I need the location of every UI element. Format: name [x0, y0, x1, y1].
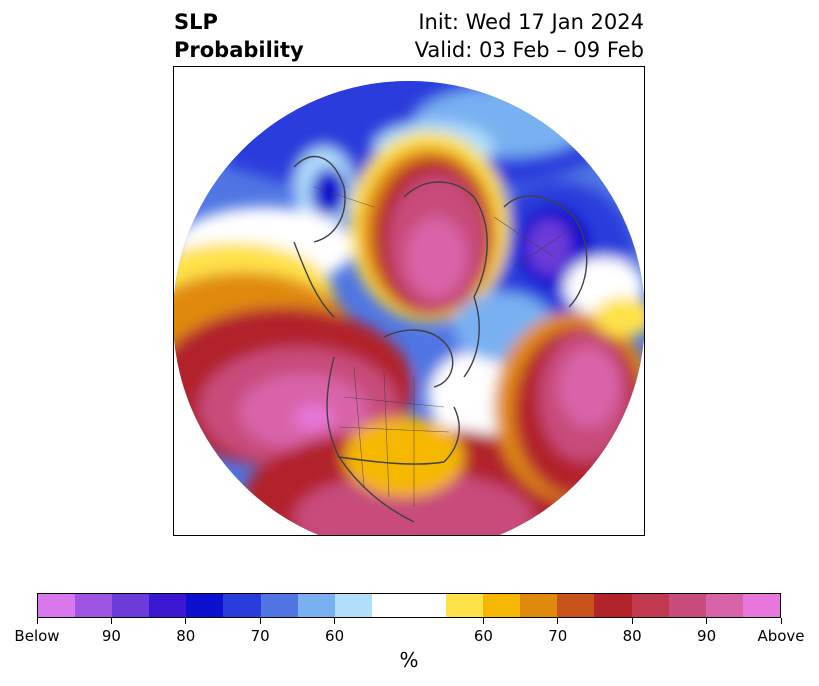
colorbar-swatch: [371, 594, 409, 617]
colorbar-tick-label: 90: [697, 627, 717, 645]
colorbar-swatch: [557, 594, 595, 617]
colorbar-swatch: [446, 594, 484, 617]
colorbar-tick-label: 90: [101, 627, 121, 645]
title-variable: SLP: [174, 10, 218, 34]
colorbar-tick: [631, 618, 633, 624]
colorbar-tick-label: 60: [473, 627, 493, 645]
colorbar-swatch: [520, 594, 558, 617]
colorbar-tick: [706, 618, 708, 624]
political-borders: [313, 186, 575, 507]
colorbar-swatch: [297, 594, 335, 617]
probability-field: [174, 81, 644, 535]
colorbar-tick-label: Above: [757, 627, 805, 645]
colorbar-swatch: [742, 594, 780, 617]
colorbar-tick: [334, 618, 336, 624]
map-subtitle: Init: Wed 17 Jan 2024 Valid: 03 Feb – 09…: [415, 8, 644, 64]
colorbar-swatch: [631, 594, 669, 617]
colorbar-tick: [185, 618, 187, 624]
colorbar-swatch: [483, 594, 521, 617]
colorbar-tick-label: Below: [14, 627, 60, 645]
colorbar-tick: [780, 618, 782, 624]
colorbar-swatch: [594, 594, 632, 617]
colorbar-swatch: [705, 594, 743, 617]
valid-range: Valid: 03 Feb – 09 Feb: [414, 38, 644, 62]
colorbar-swatch: [408, 594, 447, 617]
coastlines: [293, 156, 588, 523]
colorbar-tick-label: 60: [325, 627, 345, 645]
colorbar-tick: [110, 618, 112, 624]
colorbar: [37, 593, 781, 618]
colorbar-tick: [482, 618, 484, 624]
init-date: Init: Wed 17 Jan 2024: [418, 10, 644, 34]
colorbar-swatch: [112, 594, 150, 617]
colorbar-tick: [36, 618, 38, 624]
colorbar-swatch: [334, 594, 372, 617]
colorbar-tick-label: 70: [250, 627, 270, 645]
colorbar-tick-label: 70: [548, 627, 568, 645]
colorbar-swatch: [260, 594, 298, 617]
colorbar-swatch: [149, 594, 187, 617]
colorbar-tick-label: 80: [622, 627, 642, 645]
map-title: SLP Probability: [174, 8, 304, 64]
colorbar-tick: [259, 618, 261, 624]
colorbar-swatch: [223, 594, 261, 617]
colorbar-unit: %: [399, 648, 419, 672]
colorbar-tick: [557, 618, 559, 624]
colorbar-swatch: [668, 594, 706, 617]
colorbar-swatch: [38, 594, 76, 617]
colorbar-swatch: [75, 594, 113, 617]
map-panel: [173, 66, 645, 536]
colorbar-tick-label: 80: [176, 627, 196, 645]
title-product: Probability: [174, 38, 304, 62]
colorbar-swatch: [186, 594, 224, 617]
polar-map: [174, 81, 644, 535]
